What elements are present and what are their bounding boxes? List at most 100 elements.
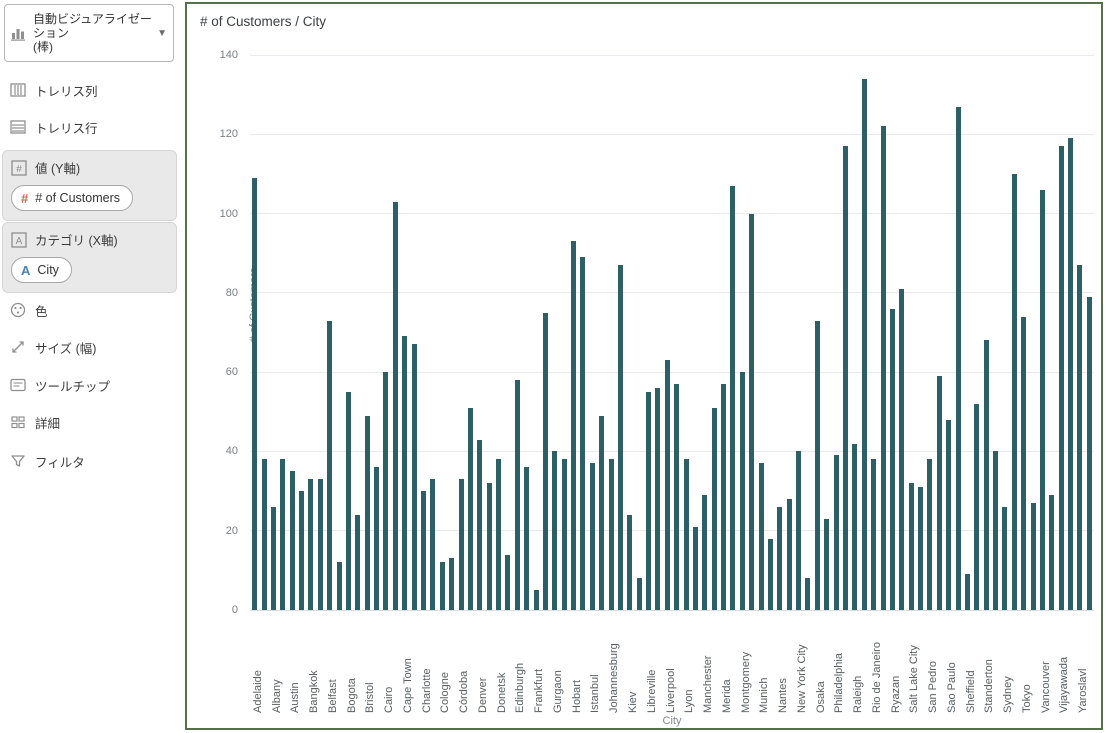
bar[interactable] [880,126,886,610]
bar[interactable] [402,336,408,610]
bar[interactable] [805,578,811,610]
sidebar-item-color[interactable]: 色 [10,300,48,320]
bar[interactable] [1011,173,1017,610]
bar[interactable] [1077,265,1083,610]
bar[interactable] [1030,502,1036,610]
bar[interactable] [411,344,417,610]
bar[interactable] [777,506,783,610]
bar[interactable] [317,479,323,610]
bar[interactable] [889,308,895,610]
bar[interactable] [749,213,755,610]
bar[interactable] [1039,189,1045,610]
bar[interactable] [364,415,370,610]
bar[interactable] [552,451,558,610]
bar[interactable] [974,403,980,610]
sidebar-item-size[interactable]: サイズ (幅) [10,337,96,357]
bar[interactable] [730,185,736,610]
bar[interactable] [627,514,633,610]
bar[interactable] [533,590,539,610]
bar[interactable] [392,201,398,610]
bar[interactable] [646,391,652,610]
bar[interactable] [739,372,745,610]
bar[interactable] [280,459,286,610]
bar[interactable] [918,487,923,610]
bar[interactable] [599,415,605,610]
bar[interactable] [1049,495,1055,610]
bar[interactable] [571,241,577,610]
bar[interactable] [589,463,595,610]
bar[interactable] [927,459,933,610]
bar[interactable] [824,518,830,610]
bar[interactable] [289,471,295,610]
dimension-pill-city[interactable]: A City [11,257,72,283]
bar[interactable] [983,340,989,610]
bar[interactable] [946,419,952,610]
bar[interactable] [477,439,483,610]
bar[interactable] [655,388,661,610]
sidebar-item-filter[interactable]: フィルタ [10,451,85,471]
bar[interactable] [505,554,511,610]
bar[interactable] [514,380,520,610]
bar[interactable] [852,443,858,610]
bar[interactable] [664,360,670,610]
bar[interactable] [796,451,802,610]
bar[interactable] [692,526,698,610]
bar[interactable] [355,514,361,610]
bar[interactable] [702,495,708,610]
bar[interactable] [767,538,773,610]
bar[interactable] [439,562,445,610]
bar[interactable] [580,257,586,610]
bar[interactable] [486,483,492,610]
bar[interactable] [617,265,623,610]
bar[interactable] [871,459,877,610]
bar[interactable] [833,455,839,610]
bar[interactable] [1058,146,1064,610]
bar[interactable] [561,459,567,610]
bar[interactable] [842,146,848,610]
sidebar-item-tooltip[interactable]: ツールチップ [10,375,110,395]
bar[interactable] [542,312,548,610]
bar[interactable] [496,459,501,610]
sidebar-item-trellis-columns[interactable]: トレリス列 [10,80,98,100]
bar[interactable] [814,320,820,610]
bar[interactable] [467,407,473,610]
bar[interactable] [993,451,999,610]
bar[interactable] [711,407,717,610]
bar[interactable] [636,578,642,610]
bar[interactable] [955,106,961,610]
bar[interactable] [674,384,680,610]
bar[interactable] [936,376,942,610]
bar[interactable] [261,459,267,610]
bar[interactable] [1068,138,1074,610]
bar[interactable] [758,463,764,610]
bar[interactable] [1021,316,1027,610]
bar[interactable] [786,499,792,610]
bar[interactable] [345,391,351,610]
bar[interactable] [458,479,464,610]
bar[interactable] [908,483,914,610]
bar[interactable] [383,372,389,610]
bar[interactable] [1086,296,1092,610]
auto-visualization-dropdown[interactable]: 自動ビジュアライゼーション (棒) ▼ [4,4,174,62]
sidebar-item-trellis-rows[interactable]: トレリス行 [10,117,98,137]
bar[interactable] [374,467,380,610]
measure-pill-customers[interactable]: # # of Customers [11,185,133,211]
bar[interactable] [430,479,436,610]
bar[interactable] [861,78,867,610]
bar[interactable] [449,558,455,610]
bar[interactable] [608,459,614,610]
bar[interactable] [327,320,333,610]
bar[interactable] [252,177,258,610]
bar[interactable] [899,288,905,610]
bar[interactable] [270,506,276,610]
bar[interactable] [964,574,970,610]
bar[interactable] [299,491,305,610]
bar[interactable] [721,384,727,610]
bar[interactable] [524,467,530,610]
bar[interactable] [308,479,314,610]
bar[interactable] [336,562,342,610]
bar[interactable] [683,459,689,610]
sidebar-item-detail[interactable]: 詳細 [10,412,60,432]
bar[interactable] [1002,506,1008,610]
bar[interactable] [420,491,426,610]
